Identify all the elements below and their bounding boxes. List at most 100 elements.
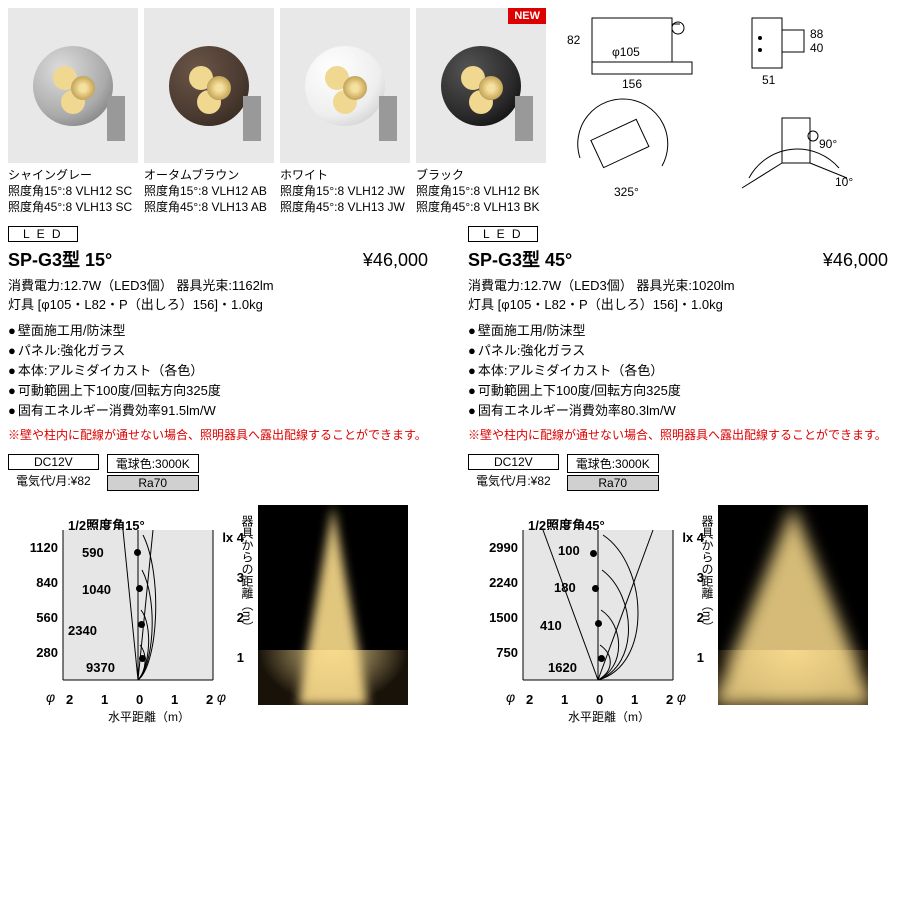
lux-point bbox=[598, 655, 605, 662]
spec-col-15deg: L E D SP-G3型 15° ¥46,000 消費電力:12.7W（LED3… bbox=[8, 226, 428, 706]
price: ¥46,000 bbox=[363, 250, 428, 271]
y-tick: 560 bbox=[8, 610, 58, 625]
spec-bullet: 可動範囲上下100度/回転方向325度 bbox=[8, 381, 428, 401]
dc-tag: DC12V bbox=[468, 454, 559, 470]
r-axis-label: 器具からの距離（m） bbox=[699, 515, 716, 633]
x-tick: 0 bbox=[596, 692, 603, 707]
lux-point bbox=[139, 655, 146, 662]
product-shine-grey: シャイングレー 照度角15°:8 VLH12 SC 照度角45°:8 VLH13… bbox=[8, 8, 138, 216]
lux-label: 410 bbox=[540, 618, 562, 633]
beam-photo bbox=[718, 505, 868, 705]
phi-label: φ bbox=[506, 689, 515, 705]
model-name: SP-G3型 15° bbox=[8, 246, 112, 272]
drawing-svg: 82 φ105 156 325° bbox=[562, 8, 722, 198]
led-badge: L E D bbox=[468, 226, 538, 242]
code-15: 照度角15°:8 VLH12 AB bbox=[144, 183, 274, 199]
lux-label: 590 bbox=[82, 545, 104, 560]
x-axis-label: 水平距離（m） bbox=[568, 708, 650, 725]
color-name: オータムブラウン bbox=[144, 167, 274, 183]
spec-note: 消費電力:12.7W（LED3個） 器具光束:1162lm 灯具 [φ105・L… bbox=[8, 276, 428, 315]
spec-bullet: パネル:強化ガラス bbox=[8, 341, 428, 361]
x-tick: 2 bbox=[206, 692, 213, 707]
ra-tag: Ra70 bbox=[107, 475, 199, 491]
tag-row: DC12V 電気代/月:¥82 電球色:3000K Ra70 bbox=[468, 454, 888, 491]
phi-label: φ bbox=[677, 689, 686, 705]
lux-label: 180 bbox=[554, 580, 576, 595]
spec-bullet: 壁面施工用/防沫型 bbox=[8, 321, 428, 341]
product-image bbox=[8, 8, 138, 163]
spec-note: 消費電力:12.7W（LED3個） 器具光束:1020lm 灯具 [φ105・L… bbox=[468, 276, 888, 315]
lux-chart: 1/2照度角45° 29902240150075021012lx 4321 10… bbox=[468, 515, 708, 705]
lux-point bbox=[134, 549, 141, 556]
code-45: 照度角45°:8 VLH13 AB bbox=[144, 199, 274, 215]
spec-bullet: 固有エネルギー消費効率91.5lm/W bbox=[8, 401, 428, 421]
y-tick: 1500 bbox=[468, 610, 518, 625]
lux-label: 2340 bbox=[68, 623, 97, 638]
x-tick: 1 bbox=[561, 692, 568, 707]
chart-row: 1/2照度角15° 112084056028021012lx 4321 590 … bbox=[8, 505, 428, 705]
spotlight-icon bbox=[169, 46, 249, 126]
cost-tag: 電気代/月:¥82 bbox=[8, 472, 99, 489]
x-tick: 1 bbox=[101, 692, 108, 707]
color-temp-tag: 電球色:3000K bbox=[107, 454, 199, 473]
product-label: シャイングレー 照度角15°:8 VLH12 SC 照度角45°:8 VLH13… bbox=[8, 167, 138, 216]
spec-bullet: 壁面施工用/防沫型 bbox=[468, 321, 888, 341]
lux-label: 1620 bbox=[548, 660, 577, 675]
spec-bullets: 壁面施工用/防沫型パネル:強化ガラス本体:アルミダイカスト（各色）可動範囲上下1… bbox=[8, 321, 428, 422]
size-line: 灯具 [φ105・L82・P（出しろ）156]・1.0kg bbox=[468, 295, 888, 315]
color-name: ブラック bbox=[416, 167, 546, 183]
x-tick: 0 bbox=[136, 692, 143, 707]
x-tick: 1 bbox=[171, 692, 178, 707]
beam-photo bbox=[258, 505, 408, 705]
product-row: シャイングレー 照度角15°:8 VLH12 SC 照度角45°:8 VLH13… bbox=[8, 8, 892, 216]
x-tick: 2 bbox=[526, 692, 533, 707]
svg-text:90°: 90° bbox=[819, 137, 837, 151]
product-black: NEW ブラック 照度角15°:8 VLH12 BK 照度角45°:8 VLH1… bbox=[416, 8, 546, 216]
chart-row: 1/2照度角45° 29902240150075021012lx 4321 10… bbox=[468, 505, 888, 705]
code-15: 照度角15°:8 VLH12 SC bbox=[8, 183, 138, 199]
product-label: ブラック 照度角15°:8 VLH12 BK 照度角45°:8 VLH13 BK bbox=[416, 167, 546, 216]
spec-bullet: パネル:強化ガラス bbox=[468, 341, 888, 361]
size-line: 灯具 [φ105・L82・P（出しろ）156]・1.0kg bbox=[8, 295, 428, 315]
lux-label: 1040 bbox=[82, 582, 111, 597]
spec-bullet: 本体:アルミダイカスト（各色） bbox=[468, 361, 888, 381]
dc-tag: DC12V bbox=[8, 454, 99, 470]
lux-chart: 1/2照度角15° 112084056028021012lx 4321 590 … bbox=[8, 515, 248, 705]
code-45: 照度角45°:8 VLH13 JW bbox=[280, 199, 410, 215]
x-tick: 2 bbox=[666, 692, 673, 707]
svg-text:88: 88 bbox=[810, 27, 824, 41]
svg-text:φ105: φ105 bbox=[612, 45, 640, 59]
code-45: 照度角45°:8 VLH13 SC bbox=[8, 199, 138, 215]
y-tick: 280 bbox=[8, 645, 58, 660]
spec-col-45deg: L E D SP-G3型 45° ¥46,000 消費電力:12.7W（LED3… bbox=[468, 226, 888, 706]
spec-bullets: 壁面施工用/防沫型パネル:強化ガラス本体:アルミダイカスト（各色）可動範囲上下1… bbox=[468, 321, 888, 422]
y-tick: 2240 bbox=[468, 575, 518, 590]
x-axis-label: 水平距離（m） bbox=[108, 708, 190, 725]
svg-text:40: 40 bbox=[810, 41, 824, 55]
lux-point bbox=[136, 585, 143, 592]
lux-point bbox=[592, 585, 599, 592]
catalog-page: シャイングレー 照度角15°:8 VLH12 SC 照度角45°:8 VLH13… bbox=[0, 0, 900, 713]
svg-text:325°: 325° bbox=[614, 185, 639, 198]
product-image bbox=[280, 8, 410, 163]
x-tick: 1 bbox=[631, 692, 638, 707]
svg-text:10°: 10° bbox=[835, 175, 853, 189]
color-name: ホワイト bbox=[280, 167, 410, 183]
color-name: シャイングレー bbox=[8, 167, 138, 183]
drawing-svg: 88 40 51 90° 10° bbox=[732, 8, 882, 198]
warning-note: ※壁や柱内に配線が通せない場合、照明器具へ露出配線することができます。 bbox=[468, 427, 888, 444]
new-badge: NEW bbox=[508, 8, 546, 24]
code-45: 照度角45°:8 VLH13 BK bbox=[416, 199, 546, 215]
y-tick: 1120 bbox=[8, 540, 58, 555]
r-axis-label: 器具からの距離（m） bbox=[239, 515, 256, 633]
svg-text:51: 51 bbox=[762, 73, 776, 87]
title-line: SP-G3型 15° ¥46,000 bbox=[8, 246, 428, 272]
model-name: SP-G3型 45° bbox=[468, 246, 572, 272]
x-tick: 2 bbox=[66, 692, 73, 707]
price: ¥46,000 bbox=[823, 250, 888, 271]
code-15: 照度角15°:8 VLH12 BK bbox=[416, 183, 546, 199]
product-white: ホワイト 照度角15°:8 VLH12 JW 照度角45°:8 VLH13 JW bbox=[280, 8, 410, 216]
warning-note: ※壁や柱内に配線が通せない場合、照明器具へ露出配線することができます。 bbox=[8, 427, 428, 444]
spec-bullet: 可動範囲上下100度/回転方向325度 bbox=[468, 381, 888, 401]
lux-point bbox=[138, 621, 145, 628]
